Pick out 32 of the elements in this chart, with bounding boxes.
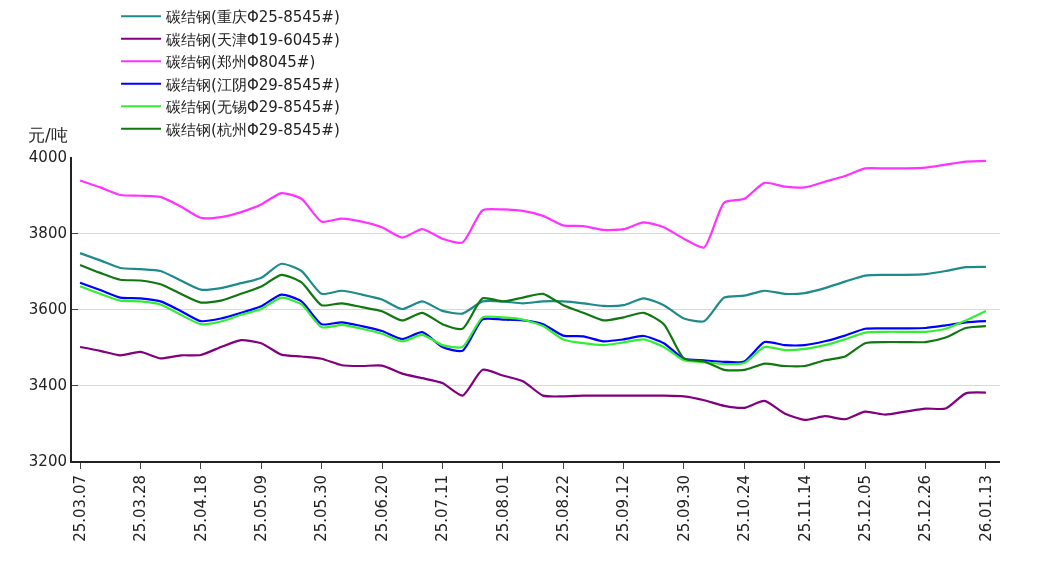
- x-tick-label: 25.03.07: [70, 475, 89, 542]
- x-tick-label: 25.04.18: [191, 475, 210, 542]
- x-tick-label: 25.08.01: [493, 475, 512, 542]
- y-tick-label: 3200: [28, 452, 67, 471]
- legend-label: 碳结钢(重庆Φ25-8545#): [165, 8, 340, 27]
- y-axis-title: 元/吨: [28, 125, 68, 145]
- x-tick-label: 25.09.12: [614, 475, 633, 542]
- legend-label: 碳结钢(无锡Φ29-8545#): [165, 98, 340, 117]
- x-tick-label: 25.06.20: [372, 475, 391, 542]
- y-tick-label: 3400: [28, 376, 67, 395]
- legend-label: 碳结钢(杭州Φ29-8545#): [165, 120, 340, 139]
- legend-label: 碳结钢(郑州Φ8045#): [165, 53, 316, 72]
- x-tick-label: 25.12.26: [916, 475, 935, 542]
- x-tick-label: 25.05.09: [252, 475, 271, 542]
- line-series: [78, 263, 988, 372]
- x-tick-label: 26.01.13: [976, 475, 995, 542]
- line-series: [78, 252, 988, 323]
- y-tick-label: 3800: [28, 224, 67, 243]
- y-tick-label: 3600: [28, 300, 67, 319]
- x-tick-label: 25.05.30: [312, 475, 331, 542]
- x-tick-label: 25.12.05: [856, 475, 875, 542]
- line-series: [78, 159, 988, 249]
- x-tick-label: 25.11.14: [795, 475, 814, 542]
- x-tick-label: 25.09.30: [674, 475, 693, 542]
- x-tick-label: 25.03.28: [131, 475, 150, 542]
- x-tick-label: 25.10.24: [735, 475, 754, 542]
- line-series: [78, 339, 988, 422]
- legend-label: 碳结钢(天津Φ19-6045#): [165, 30, 340, 49]
- x-tick-label: 25.08.22: [554, 475, 573, 542]
- x-tick-label: 25.07.11: [433, 475, 452, 542]
- y-tick-label: 4000: [28, 148, 67, 167]
- legend-label: 碳结钢(江阴Φ29-8545#): [165, 75, 340, 94]
